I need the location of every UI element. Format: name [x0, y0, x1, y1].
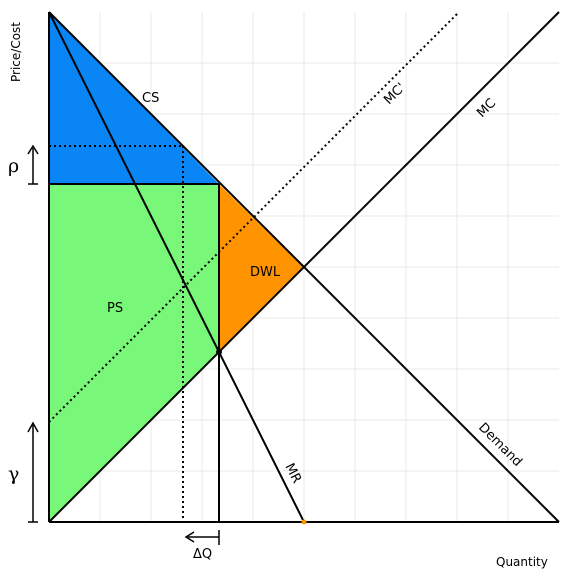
dwl-label: DWL	[250, 265, 281, 280]
gamma-arrow	[27, 421, 39, 523]
y-axis-label: Price/Cost	[9, 22, 23, 82]
mc-curve	[48, 11, 560, 523]
delta-q-label: ΔQ	[193, 547, 212, 562]
mc-prime-curve	[48, 11, 460, 423]
deadweight-loss-region	[219, 184, 304, 352]
mc-label: MC	[474, 96, 499, 121]
ps-label: PS	[107, 301, 123, 316]
delta-q-arrow	[184, 530, 220, 545]
cs-label: CS	[142, 91, 159, 106]
mr-intersection-dot	[216, 349, 222, 355]
x-axis-label: Quantity	[496, 555, 548, 569]
rho-label: ρ	[8, 155, 19, 177]
mr-curve	[48, 11, 305, 523]
mr-x-intercept-dot	[301, 519, 307, 525]
rho-arrow	[27, 144, 39, 185]
gamma-label: γ	[8, 463, 19, 485]
